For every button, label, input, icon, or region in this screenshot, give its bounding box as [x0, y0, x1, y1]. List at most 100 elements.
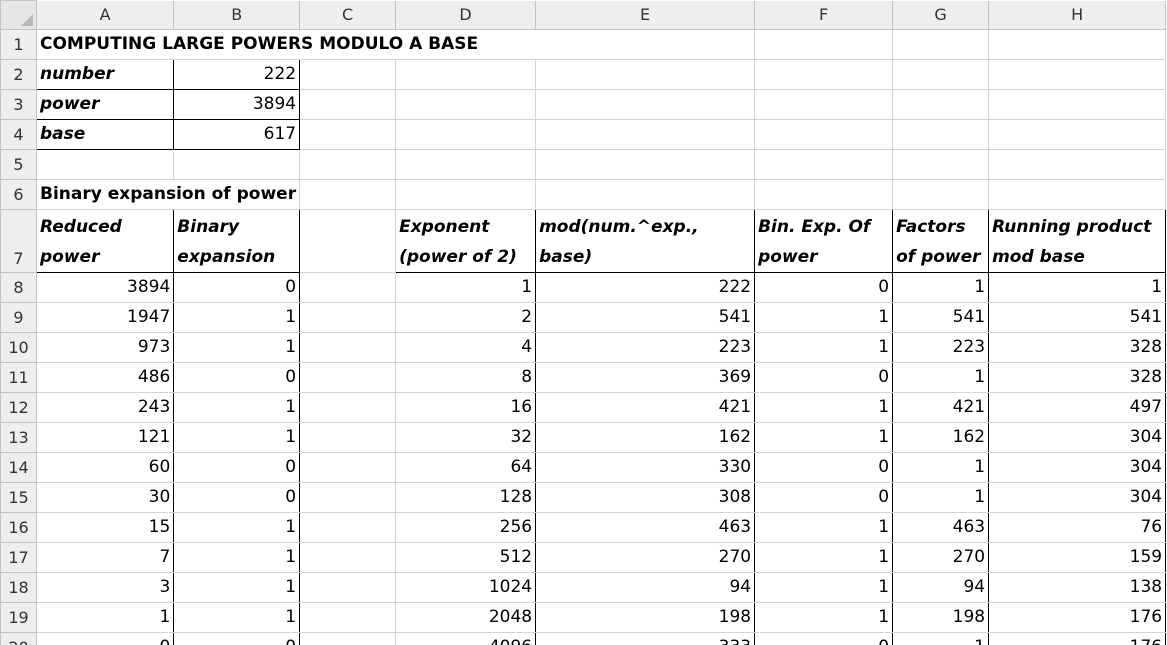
table-cell-reduced-power[interactable]: 486 [35, 362, 175, 393]
table-cell-factor[interactable]: 1 [892, 362, 990, 393]
row-header-2[interactable]: 2 [0, 59, 37, 90]
cell-c7[interactable] [299, 209, 397, 273]
table-cell-mod-value[interactable]: 463 [535, 512, 756, 543]
table-cell-mod-value[interactable]: 223 [535, 332, 756, 363]
table-cell-empty[interactable] [299, 452, 397, 483]
cell-f3[interactable] [754, 89, 894, 120]
cell-d2[interactable] [395, 59, 537, 90]
column-header-h[interactable]: H [988, 0, 1167, 30]
cell-d4[interactable] [395, 119, 537, 150]
cell-e3[interactable] [535, 89, 756, 120]
row-header-20[interactable]: 20 [0, 632, 37, 645]
input-value-number[interactable]: 222 [173, 59, 301, 90]
table-cell-binary-expansion[interactable]: 1 [173, 542, 301, 573]
cell-d5[interactable] [395, 149, 537, 180]
table-cell-mod-value[interactable]: 421 [535, 392, 756, 423]
table-cell-reduced-power[interactable]: 3 [35, 572, 175, 603]
table-cell-binary-expansion[interactable]: 0 [173, 632, 301, 645]
cell-d6[interactable] [395, 179, 537, 210]
row-header-7[interactable]: 7 [0, 209, 37, 273]
cell-h6[interactable] [988, 179, 1167, 210]
header-mod-num-exp[interactable]: mod(num.^exp., base) [535, 209, 756, 273]
table-cell-mod-value[interactable]: 198 [535, 602, 756, 633]
table-cell-mod-value[interactable]: 333 [535, 632, 756, 645]
table-cell-empty[interactable] [299, 422, 397, 453]
table-cell-running-product[interactable]: 138 [988, 572, 1167, 603]
row-header-3[interactable]: 3 [0, 89, 37, 120]
table-cell-empty[interactable] [299, 632, 397, 645]
cell-f1[interactable] [754, 29, 894, 60]
table-cell-bin-exp[interactable]: 1 [754, 392, 894, 423]
cell-a5[interactable] [35, 149, 175, 180]
table-cell-mod-value[interactable]: 270 [535, 542, 756, 573]
table-cell-mod-value[interactable]: 369 [535, 362, 756, 393]
table-cell-running-product[interactable]: 159 [988, 542, 1167, 573]
table-cell-binary-expansion[interactable]: 1 [173, 572, 301, 603]
row-header-4[interactable]: 4 [0, 119, 37, 150]
row-header-18[interactable]: 18 [0, 572, 37, 603]
table-cell-binary-expansion[interactable]: 1 [173, 392, 301, 423]
header-factors-of-power[interactable]: Factors of power [892, 209, 990, 273]
table-cell-empty[interactable] [299, 392, 397, 423]
cell-g3[interactable] [892, 89, 990, 120]
table-cell-bin-exp[interactable]: 0 [754, 482, 894, 513]
table-cell-factor[interactable]: 1 [892, 632, 990, 645]
table-cell-exponent[interactable]: 8 [395, 362, 537, 393]
table-cell-exponent[interactable]: 16 [395, 392, 537, 423]
table-cell-reduced-power[interactable]: 3894 [35, 272, 175, 303]
header-running-product[interactable]: Running product mod base [988, 209, 1167, 273]
row-header-5[interactable]: 5 [0, 149, 37, 180]
table-cell-empty[interactable] [299, 362, 397, 393]
table-cell-running-product[interactable]: 304 [988, 422, 1167, 453]
cell-c5[interactable] [299, 149, 397, 180]
table-cell-reduced-power[interactable]: 1 [35, 602, 175, 633]
cell-b5[interactable] [173, 149, 301, 180]
cell-f6[interactable] [754, 179, 894, 210]
table-cell-binary-expansion[interactable]: 1 [173, 512, 301, 543]
row-header-16[interactable]: 16 [0, 512, 37, 543]
table-cell-mod-value[interactable]: 162 [535, 422, 756, 453]
table-cell-exponent[interactable]: 1024 [395, 572, 537, 603]
row-header-9[interactable]: 9 [0, 302, 37, 333]
table-cell-bin-exp[interactable]: 0 [754, 452, 894, 483]
table-cell-running-product[interactable]: 1 [988, 272, 1167, 303]
table-cell-empty[interactable] [299, 512, 397, 543]
row-header-1[interactable]: 1 [0, 29, 37, 60]
table-cell-empty[interactable] [299, 302, 397, 333]
cell-g2[interactable] [892, 59, 990, 90]
row-header-13[interactable]: 13 [0, 422, 37, 453]
section-label-cell[interactable]: Binary expansion of power [35, 179, 301, 210]
row-header-12[interactable]: 12 [0, 392, 37, 423]
table-cell-running-product[interactable]: 76 [988, 512, 1167, 543]
cell-e1[interactable] [535, 29, 756, 60]
table-cell-exponent[interactable]: 256 [395, 512, 537, 543]
table-cell-mod-value[interactable]: 308 [535, 482, 756, 513]
column-header-b[interactable]: B [173, 0, 301, 30]
table-cell-reduced-power[interactable]: 30 [35, 482, 175, 513]
table-cell-factor[interactable]: 421 [892, 392, 990, 423]
cell-f5[interactable] [754, 149, 894, 180]
table-cell-running-product[interactable]: 176 [988, 602, 1167, 633]
table-cell-factor[interactable]: 223 [892, 332, 990, 363]
table-cell-bin-exp[interactable]: 1 [754, 572, 894, 603]
table-cell-bin-exp[interactable]: 1 [754, 422, 894, 453]
cell-h4[interactable] [988, 119, 1167, 150]
table-cell-reduced-power[interactable]: 973 [35, 332, 175, 363]
table-cell-empty[interactable] [299, 542, 397, 573]
cell-e4[interactable] [535, 119, 756, 150]
cell-c3[interactable] [299, 89, 397, 120]
cell-g6[interactable] [892, 179, 990, 210]
table-cell-running-product[interactable]: 497 [988, 392, 1167, 423]
table-cell-bin-exp[interactable]: 1 [754, 602, 894, 633]
table-cell-reduced-power[interactable]: 1947 [35, 302, 175, 333]
table-cell-factor[interactable]: 1 [892, 482, 990, 513]
cell-h1[interactable] [988, 29, 1167, 60]
header-binary-expansion[interactable]: Binary expansion [173, 209, 301, 273]
sheet-title-cell[interactable]: COMPUTING LARGE POWERS MODULO A BASE [35, 29, 536, 60]
input-label-base[interactable]: base [35, 119, 175, 150]
table-cell-empty[interactable] [299, 482, 397, 513]
cell-g4[interactable] [892, 119, 990, 150]
column-header-g[interactable]: G [892, 0, 990, 30]
table-cell-running-product[interactable]: 304 [988, 452, 1167, 483]
table-cell-binary-expansion[interactable]: 1 [173, 422, 301, 453]
